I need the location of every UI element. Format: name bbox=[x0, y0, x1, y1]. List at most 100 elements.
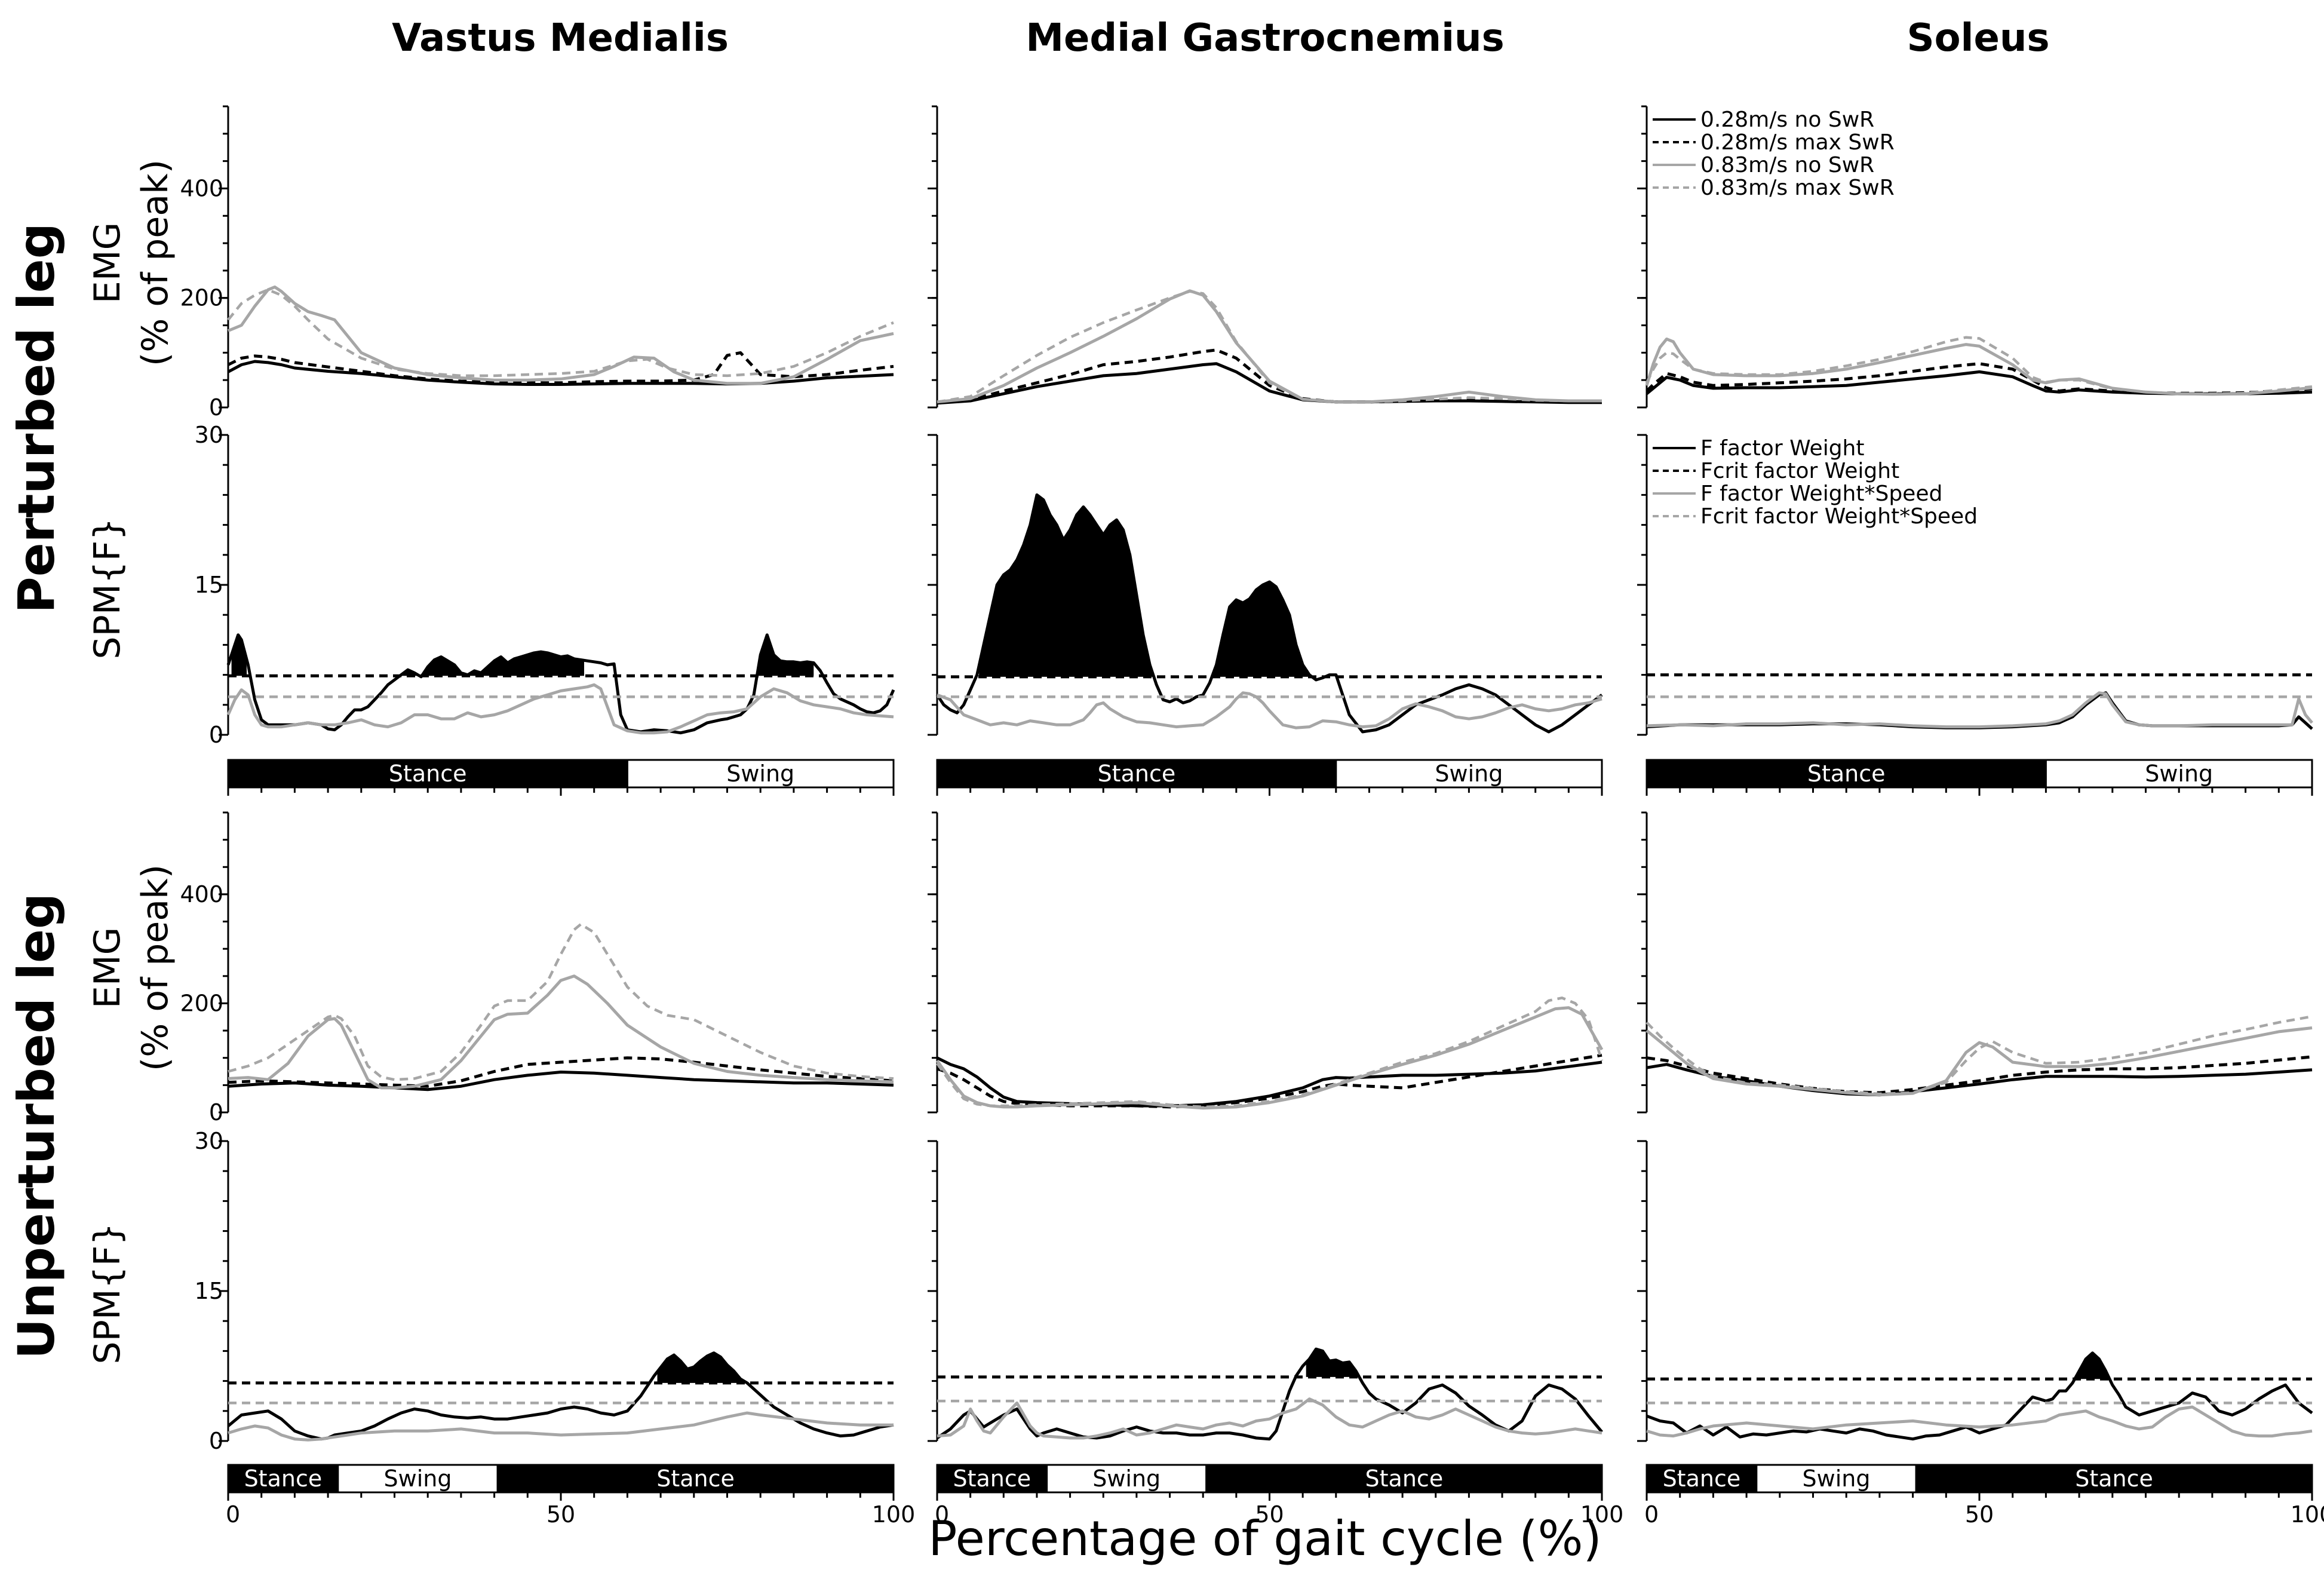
perturbed-medial-gastrocnemius-spm-panel bbox=[928, 434, 1603, 736]
perturbed-vastus-medialis-phase-bar: Stance Swing bbox=[227, 759, 895, 796]
stance-phase-label: Stance bbox=[1807, 761, 1886, 787]
column-titles: Vastus Medialis Medial Gastrocnemius Sol… bbox=[392, 16, 2049, 60]
column-title-soleus: Soleus bbox=[1907, 16, 2049, 60]
emg-ylabel-unperturbed-line2: (% of peak) bbox=[134, 864, 176, 1071]
unperturbed-soleus-spm-panel bbox=[1637, 1140, 2313, 1442]
perturbed-vastus-medialis-emg-panel: 0 200 400 bbox=[180, 105, 894, 421]
spm-tick-label: 30 bbox=[195, 422, 223, 448]
stance-phase-block bbox=[1915, 1464, 2313, 1494]
spm-tick-label: 0 bbox=[209, 1428, 223, 1454]
series-line-f-weight-speed bbox=[1646, 691, 2313, 729]
unperturbed-vastus-medialis-emg-panel: 0 200 400 bbox=[180, 811, 894, 1126]
stance-phase-label: Stance bbox=[2075, 1465, 2153, 1492]
series-line-fast-max-swr bbox=[937, 290, 1602, 404]
unperturbed-medial-gastrocnemius-emg-panel bbox=[928, 811, 1604, 1114]
significant-cluster bbox=[1306, 1349, 1359, 1377]
x-tick-label: 0 bbox=[935, 1501, 949, 1528]
unperturbed-medial-gastrocnemius-spm-panel bbox=[928, 1140, 1603, 1442]
spm-tick-label: 30 bbox=[195, 1128, 223, 1154]
spm-legend-entry: F factor Weight*Speed bbox=[1700, 482, 1942, 506]
emg-ylabel-perturbed-line2: (% of peak) bbox=[134, 160, 176, 366]
series-line-fast-max-swr bbox=[1645, 1015, 2313, 1096]
stance-phase-label: Stance bbox=[1365, 1465, 1444, 1492]
spm-legend-entry: F factor Weight bbox=[1700, 436, 1864, 461]
series-line-slow-max-swr bbox=[227, 351, 894, 385]
x-axis-label: Percentage of gait cycle (%) bbox=[928, 1511, 1601, 1566]
stance-phase-block bbox=[227, 1464, 339, 1494]
stance-phase-block bbox=[936, 1464, 1048, 1494]
emg-tick-label: 400 bbox=[180, 881, 223, 907]
row-titles: Perturbed leg Unperturbed leg bbox=[7, 223, 66, 1359]
series-line-fast-no-swr bbox=[935, 1006, 1604, 1110]
series-line-fast-max-swr bbox=[228, 922, 894, 1081]
emg-legend-entry: 0.83m/s no SwR bbox=[1700, 153, 1874, 177]
emg-legend-entry: 0.28m/s max SwR bbox=[1700, 130, 1895, 155]
emg-tick-label: 200 bbox=[180, 990, 223, 1016]
stance-phase-label: Stance bbox=[1663, 1465, 1741, 1492]
stance-phase-label: Stance bbox=[244, 1465, 323, 1492]
emg-tick-label: 400 bbox=[180, 175, 223, 201]
spm-tick-label: 15 bbox=[195, 1278, 223, 1304]
series-line-f-weight bbox=[936, 1347, 1603, 1441]
series-line-fast-max-swr bbox=[1645, 336, 2313, 395]
spm-tick-label: 15 bbox=[195, 572, 223, 598]
series-line-fast-no-swr bbox=[228, 974, 894, 1090]
stance-phase-block bbox=[1205, 1464, 1603, 1494]
stance-phase-label: Stance bbox=[953, 1465, 1031, 1492]
row-title-unperturbed-leg: Unperturbed leg bbox=[7, 893, 66, 1359]
series-line-f-weight-speed bbox=[937, 1397, 1602, 1440]
series-line-f-weight-speed bbox=[1646, 1405, 2313, 1438]
series-line-fast-no-swr bbox=[1645, 1026, 2313, 1097]
x-tick-label: 0 bbox=[226, 1501, 240, 1528]
significant-cluster bbox=[657, 1353, 770, 1383]
series-line-f-weight-speed bbox=[228, 1411, 894, 1442]
emg-tick-label: 0 bbox=[209, 394, 223, 421]
series-line-slow-max-swr bbox=[228, 1056, 894, 1088]
series-line-slow-no-swr bbox=[227, 360, 894, 386]
spm-tick-label: 0 bbox=[209, 722, 223, 748]
perturbed-vastus-medialis-spm-panel: 0 15 30 bbox=[195, 422, 895, 748]
series-line-f-weight bbox=[226, 633, 895, 735]
series-line-fast-max-swr bbox=[936, 996, 1604, 1109]
x-tick-label: 50 bbox=[1255, 1501, 1284, 1528]
swing-phase-label: Swing bbox=[2145, 761, 2213, 787]
x-tick-label: 100 bbox=[1580, 1501, 1624, 1528]
series-line-f-weight-speed bbox=[937, 691, 1602, 729]
spm-legend-entry: Fcrit factor Weight bbox=[1700, 459, 1899, 483]
stance-phase-label: Stance bbox=[389, 761, 467, 787]
emg-legend-entry: 0.83m/s max SwR bbox=[1700, 176, 1895, 200]
series-line-slow-no-swr bbox=[228, 1071, 894, 1091]
series-line-slow-no-swr bbox=[936, 1056, 1602, 1108]
spm-legend-entry: Fcrit factor Weight*Speed bbox=[1700, 504, 1978, 529]
series-line-f-weight-speed bbox=[226, 683, 894, 735]
series-line-slow-max-swr bbox=[937, 1053, 1602, 1109]
stance-phase-block bbox=[496, 1464, 895, 1494]
swing-phase-block bbox=[1335, 759, 1603, 789]
perturbed-medial-gastrocnemius-phase-bar: Stance Swing bbox=[936, 759, 1603, 796]
perturbed-soleus-phase-bar: Stance Swing bbox=[1645, 759, 2313, 796]
swing-phase-block bbox=[337, 1464, 499, 1494]
swing-phase-label: Swing bbox=[384, 1465, 452, 1492]
x-tick-label: 100 bbox=[872, 1501, 916, 1528]
emg-tick-label: 0 bbox=[209, 1099, 223, 1126]
swing-phase-label: Swing bbox=[1803, 1465, 1871, 1492]
emg-ylabel-unperturbed-line1: EMG bbox=[87, 927, 128, 1008]
series-line-slow-no-swr bbox=[937, 362, 1602, 405]
x-tick-label: 50 bbox=[547, 1501, 575, 1528]
spm-ylabel-perturbed: SPM{F} bbox=[87, 518, 128, 660]
series-line-fast-no-swr bbox=[228, 285, 894, 385]
column-title-medial-gastrocnemius: Medial Gastrocnemius bbox=[1026, 16, 1504, 60]
swing-phase-label: Swing bbox=[1435, 761, 1503, 787]
stance-phase-label: Stance bbox=[656, 1465, 735, 1492]
unperturbed-vastus-medialis-spm-panel: 0 15 30 bbox=[195, 1128, 894, 1454]
swing-phase-block bbox=[1755, 1464, 1917, 1494]
stance-phase-label: Stance bbox=[1098, 761, 1176, 787]
series-line-slow-max-swr bbox=[1646, 1055, 2313, 1094]
